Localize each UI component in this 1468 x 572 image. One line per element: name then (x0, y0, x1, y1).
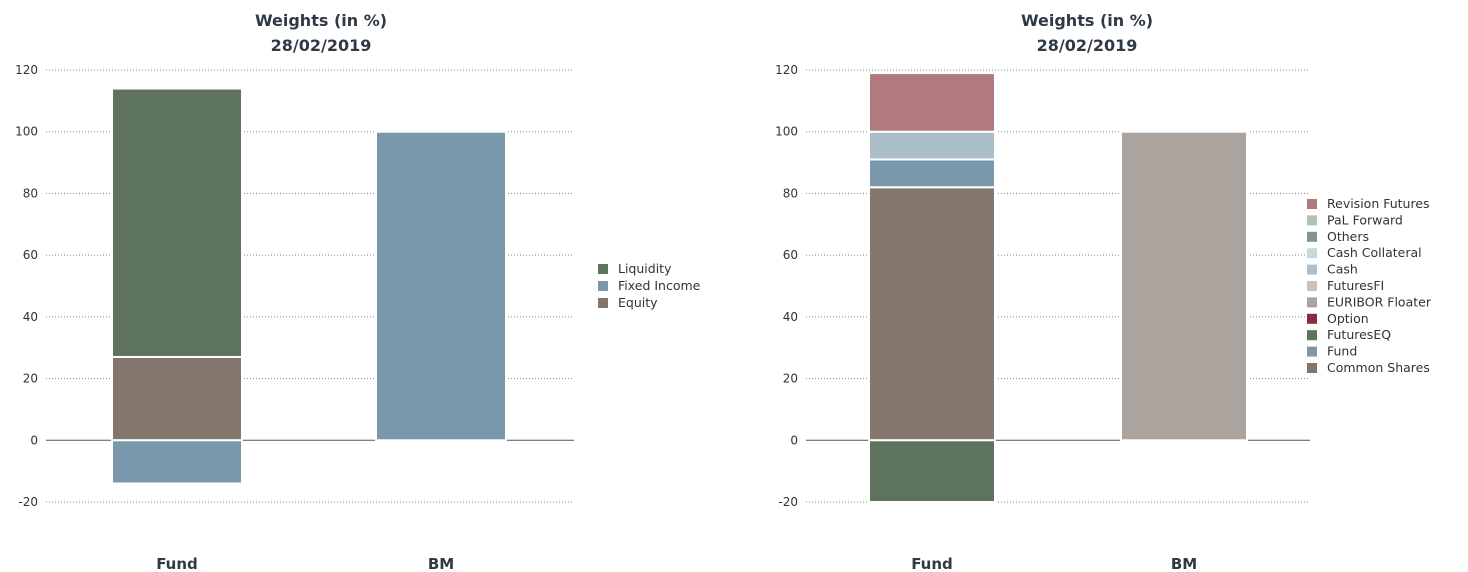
bar-fund-common-shares (868, 186, 996, 442)
bar-fund-liquidity (111, 87, 243, 358)
chart-1: Weights (in %) 28/02/2019 -20 0 20 40 60 80 100 1… (15, 11, 701, 572)
legend-swatch (1307, 199, 1317, 209)
chart-2: Weights (in %) 28/02/2019 -20 0 20 40 60 80 100 1… (775, 11, 1432, 572)
legend-swatch (598, 281, 608, 291)
legend-swatch (1307, 313, 1317, 324)
legend-swatch (1307, 231, 1317, 242)
legend-label: FuturesFI (1327, 278, 1384, 293)
x-category-label: BM (1171, 555, 1197, 572)
y-tick-label: 100 (15, 125, 38, 139)
y-tick-label: 60 (783, 248, 798, 262)
bar-fund-revision-futures (868, 72, 996, 133)
x-category-label: BM (428, 555, 454, 572)
y-tick-label: 80 (23, 186, 38, 200)
y-tick-label: -20 (778, 495, 798, 509)
chart-title: Weights (in %) (255, 11, 387, 30)
legend-label: Others (1327, 229, 1369, 244)
chart-subtitle: 28/02/2019 (271, 36, 372, 55)
y-tick-label: 40 (23, 310, 38, 324)
legend-label: Fund (1327, 344, 1357, 359)
chart-subtitle: 28/02/2019 (1037, 36, 1138, 55)
y-tick-label: 20 (783, 372, 798, 386)
legend-label: FuturesEQ (1327, 327, 1391, 342)
y-tick-label: 20 (23, 372, 38, 386)
legend-swatch (1307, 363, 1317, 373)
chart-title: Weights (in %) (1021, 11, 1153, 30)
legend-label: EURIBOR Floater (1327, 294, 1432, 309)
y-tick-label: 80 (783, 186, 798, 200)
bar-fund-equity (111, 355, 243, 442)
bar-fund-fixed-income (111, 439, 243, 485)
legend-label: Cash Collateral (1327, 245, 1422, 260)
bar-bm-fixed-income (375, 130, 507, 442)
y-tick-label: 0 (30, 433, 38, 447)
legend-label: Cash (1327, 262, 1358, 277)
legend-label: Revision Futures (1327, 196, 1430, 211)
legend-label: Equity (618, 295, 658, 310)
bar-bm-euribor-floater (1120, 130, 1248, 442)
legend-label: Common Shares (1327, 360, 1430, 375)
legend-label: Fixed Income (618, 278, 701, 293)
legend-swatch (1307, 297, 1317, 308)
bar-fund-cash (868, 130, 996, 161)
y-tick-label: 60 (23, 248, 38, 262)
legend-swatch (598, 264, 608, 274)
y-tick-label: 0 (790, 433, 798, 447)
y-tick-label: 120 (775, 63, 798, 77)
legend-swatch (1307, 281, 1317, 291)
y-tick-label: 100 (775, 125, 798, 139)
legend-swatch (1307, 346, 1317, 357)
legend-label: Option (1327, 311, 1369, 326)
legend-label: PaL Forward (1327, 212, 1403, 227)
bar-fund-fund (868, 158, 996, 189)
y-tick-label: 40 (783, 310, 798, 324)
legend-swatch (1307, 330, 1317, 341)
legend-label: Liquidity (618, 261, 672, 276)
legend-swatch (1307, 264, 1317, 275)
legend-swatch (598, 298, 608, 308)
y-tick-label: -20 (18, 495, 38, 509)
bar-fund-futureseq (868, 439, 996, 503)
x-category-label: Fund (911, 555, 953, 572)
y-tick-label: 120 (15, 63, 38, 77)
x-category-label: Fund (156, 555, 198, 572)
legend-swatch (1307, 248, 1317, 259)
legend-swatch (1307, 215, 1317, 226)
